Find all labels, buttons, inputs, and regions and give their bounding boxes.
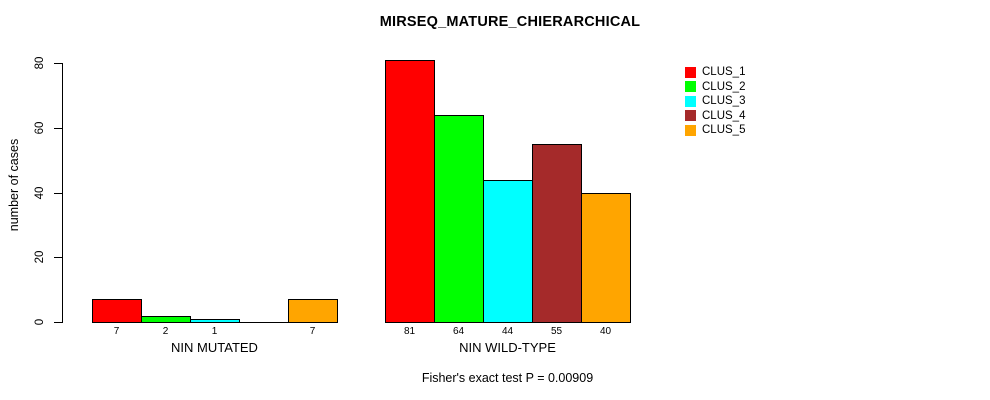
bar-value-label: 7 <box>113 326 120 337</box>
bar-value-label: 7 <box>309 326 316 337</box>
legend-color-swatch <box>685 66 696 78</box>
y-tick-label: 80 <box>34 56 46 70</box>
legend-color-swatch <box>685 110 696 122</box>
y-axis-label: number of cases <box>7 138 21 232</box>
legend-color-swatch <box>685 95 696 107</box>
bar-value-label: 64 <box>452 326 465 337</box>
bar-clus_1-nin-mutated <box>92 299 142 323</box>
bar-clus_2-nin-mutated <box>141 315 191 323</box>
y-axis-line <box>62 63 63 323</box>
y-tick <box>54 322 62 323</box>
bar-clus_3-nin-mutated <box>190 318 240 323</box>
legend-label: CLUS_1 <box>702 66 746 79</box>
legend-label: CLUS_2 <box>702 80 746 93</box>
group-label: NIN WILD-TYPE <box>459 340 556 355</box>
y-tick <box>54 192 62 194</box>
legend-label: CLUS_5 <box>702 124 746 137</box>
legend-item-clus_1: CLUS_1 <box>685 65 745 80</box>
bar-clus_1-nin-wild-type <box>385 59 435 323</box>
y-tick-label: 60 <box>34 121 46 135</box>
legend-item-clus_5: CLUS_5 <box>685 123 745 138</box>
legend-color-swatch <box>685 81 696 93</box>
bar-clus_3-nin-wild-type <box>483 179 533 323</box>
bar-clus_5-nin-mutated <box>288 299 338 323</box>
bar-clus_5-nin-wild-type <box>581 192 631 323</box>
legend-item-clus_2: CLUS_2 <box>685 80 745 95</box>
y-tick-label: 0 <box>34 318 46 326</box>
y-tick <box>54 63 62 64</box>
bar-value-label: 1 <box>211 326 218 337</box>
bar-clus_2-nin-wild-type <box>434 114 484 323</box>
bar-value-label: 2 <box>162 326 169 337</box>
legend-label: CLUS_4 <box>702 109 746 122</box>
bar-clus_4-nin-wild-type <box>532 143 582 323</box>
legend-item-clus_3: CLUS_3 <box>685 94 745 109</box>
bar-value-label: 55 <box>550 326 563 337</box>
chart-title: MIRSEQ_MATURE_CHIERARCHICAL <box>379 14 641 30</box>
y-tick <box>54 127 62 129</box>
bar-value-label: 40 <box>599 326 612 337</box>
chart-legend: CLUS_1 CLUS_2 CLUS_3 CLUS_4 CLUS_5 <box>685 65 745 138</box>
group-label: NIN MUTATED <box>171 340 258 355</box>
y-tick <box>54 257 62 259</box>
legend-label: CLUS_3 <box>702 95 746 108</box>
bar-value-label: 44 <box>501 326 514 337</box>
y-tick-label: 40 <box>34 186 46 199</box>
annotation-pvalue: Fisher's exact test P = 0.00909 <box>421 371 594 385</box>
bar-value-label: 81 <box>403 326 416 337</box>
y-tick-label: 20 <box>34 250 46 264</box>
legend-item-clus_4: CLUS_4 <box>685 109 745 124</box>
legend-color-swatch <box>685 124 696 136</box>
